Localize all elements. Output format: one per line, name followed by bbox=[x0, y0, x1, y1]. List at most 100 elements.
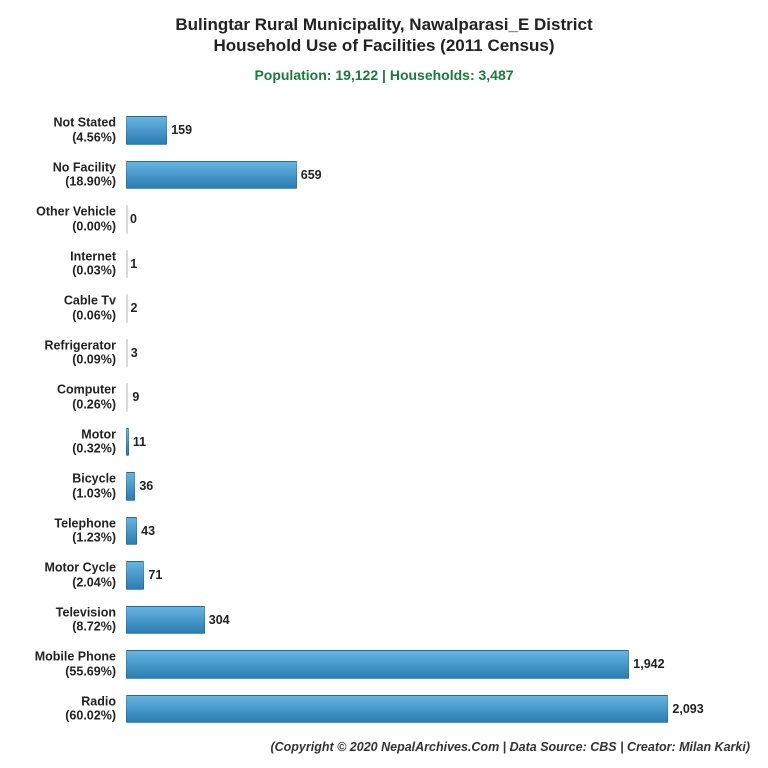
category-label: Motor(0.32%) bbox=[0, 427, 120, 456]
bar bbox=[126, 161, 297, 190]
bar-value-label: 9 bbox=[132, 390, 139, 404]
bar-area: 71 bbox=[126, 553, 748, 598]
category-name: Television bbox=[56, 605, 116, 619]
category-name: Telephone bbox=[54, 516, 116, 530]
category-name: Motor Cycle bbox=[44, 561, 116, 575]
category-name: Motor bbox=[81, 427, 116, 441]
bar-value-label: 1 bbox=[130, 257, 137, 271]
category-pct: (4.56%) bbox=[72, 130, 116, 144]
bar bbox=[126, 428, 129, 457]
bar bbox=[126, 517, 137, 546]
category-pct: (8.72%) bbox=[72, 620, 116, 634]
chart-subtitle: Population: 19,122 | Households: 3,487 bbox=[0, 67, 768, 83]
credit-line: (Copyright © 2020 NepalArchives.Com | Da… bbox=[270, 740, 750, 754]
bar-value-label: 3 bbox=[131, 346, 138, 360]
category-label: Refrigerator(0.09%) bbox=[0, 338, 120, 367]
category-pct: (0.09%) bbox=[72, 353, 116, 367]
bar-value-label: 43 bbox=[141, 524, 155, 538]
category-name: Bicycle bbox=[72, 472, 116, 486]
bar-value-label: 304 bbox=[209, 613, 230, 627]
chart-row: Internet(0.03%) 1 bbox=[0, 242, 748, 287]
category-pct: (1.23%) bbox=[72, 531, 116, 545]
chart-row: Television(8.72%) 304 bbox=[0, 598, 748, 643]
bar-value-label: 71 bbox=[148, 568, 162, 582]
chart-row: Radio(60.02%) 2,093 bbox=[0, 687, 748, 732]
chart-row: Cable Tv(0.06%) 2 bbox=[0, 286, 748, 331]
chart-row: Telephone(1.23%) 43 bbox=[0, 509, 748, 554]
bar bbox=[126, 606, 205, 635]
bar bbox=[126, 250, 128, 279]
category-pct: (55.69%) bbox=[65, 664, 116, 678]
category-name: Cable Tv bbox=[64, 294, 116, 308]
category-pct: (60.02%) bbox=[65, 709, 116, 723]
bar-area: 11 bbox=[126, 420, 748, 465]
category-pct: (2.04%) bbox=[72, 575, 116, 589]
bar-area: 36 bbox=[126, 464, 748, 509]
bar-area: 659 bbox=[126, 153, 748, 198]
bar bbox=[126, 205, 128, 234]
category-name: Radio bbox=[81, 694, 116, 708]
bar bbox=[126, 650, 629, 679]
category-label: Telephone(1.23%) bbox=[0, 516, 120, 545]
category-label: Internet(0.03%) bbox=[0, 249, 120, 278]
bar-value-label: 659 bbox=[301, 168, 322, 182]
bar-value-label: 1,942 bbox=[633, 657, 664, 671]
bar-value-label: 11 bbox=[133, 435, 146, 449]
title-line-1: Bulingtar Rural Municipality, Nawalparas… bbox=[175, 15, 592, 34]
bar-area: 3 bbox=[126, 331, 748, 376]
bar-area: 2 bbox=[126, 286, 748, 331]
bar-area: 1 bbox=[126, 242, 748, 287]
bar-value-label: 159 bbox=[171, 123, 192, 137]
category-name: No Facility bbox=[53, 160, 116, 174]
category-name: Mobile Phone bbox=[35, 650, 116, 664]
bar-value-label: 36 bbox=[139, 479, 153, 493]
bar-value-label: 2,093 bbox=[672, 702, 703, 716]
category-label: Television(8.72%) bbox=[0, 605, 120, 634]
bar bbox=[126, 339, 128, 368]
bar-area: 43 bbox=[126, 509, 748, 554]
category-name: Not Stated bbox=[54, 116, 117, 130]
chart-row: Motor Cycle(2.04%) 71 bbox=[0, 553, 748, 598]
category-pct: (0.00%) bbox=[72, 219, 116, 233]
category-label: No Facility(18.90%) bbox=[0, 160, 120, 189]
title-line-2: Household Use of Facilities (2011 Census… bbox=[213, 36, 554, 55]
bar-chart: Not Stated(4.56%) 159 No Facility(18.90%) 6… bbox=[0, 108, 748, 732]
bar bbox=[126, 383, 128, 412]
category-label: Mobile Phone(55.69%) bbox=[0, 650, 120, 679]
bar-area: 159 bbox=[126, 108, 748, 153]
category-pct: (0.32%) bbox=[72, 442, 116, 456]
bar-area: 0 bbox=[126, 197, 748, 242]
category-label: Other Vehicle(0.00%) bbox=[0, 205, 120, 234]
category-pct: (0.03%) bbox=[72, 264, 116, 278]
category-pct: (0.26%) bbox=[72, 397, 116, 411]
category-label: Bicycle(1.03%) bbox=[0, 472, 120, 501]
chart-row: Motor(0.32%) 11 bbox=[0, 420, 748, 465]
chart-row: Other Vehicle(0.00%) 0 bbox=[0, 197, 748, 242]
category-label: Radio(60.02%) bbox=[0, 694, 120, 723]
bar bbox=[126, 695, 668, 724]
category-name: Refrigerator bbox=[44, 338, 116, 352]
category-pct: (0.06%) bbox=[72, 308, 116, 322]
bar bbox=[126, 116, 167, 145]
bar-area: 1,942 bbox=[126, 642, 748, 687]
category-label: Not Stated(4.56%) bbox=[0, 116, 120, 145]
category-label: Motor Cycle(2.04%) bbox=[0, 561, 120, 590]
category-name: Other Vehicle bbox=[36, 205, 116, 219]
bar-value-label: 2 bbox=[131, 301, 138, 315]
chart-title: Bulingtar Rural Municipality, Nawalparas… bbox=[0, 0, 768, 57]
bar-area: 2,093 bbox=[126, 687, 748, 732]
chart-row: Refrigerator(0.09%) 3 bbox=[0, 331, 748, 376]
category-name: Internet bbox=[70, 249, 116, 263]
category-pct: (1.03%) bbox=[72, 486, 116, 500]
chart-row: Mobile Phone(55.69%) 1,942 bbox=[0, 642, 748, 687]
category-pct: (18.90%) bbox=[65, 175, 116, 189]
chart-row: No Facility(18.90%) 659 bbox=[0, 153, 748, 198]
bar-value-label: 0 bbox=[130, 212, 137, 226]
chart-row: Computer(0.26%)9 bbox=[0, 375, 748, 420]
chart-row: Not Stated(4.56%) 159 bbox=[0, 108, 748, 153]
bar bbox=[126, 561, 144, 590]
bar-area: 304 bbox=[126, 598, 748, 643]
chart-row: Bicycle(1.03%) 36 bbox=[0, 464, 748, 509]
bar bbox=[126, 294, 128, 323]
category-label: Cable Tv(0.06%) bbox=[0, 294, 120, 323]
